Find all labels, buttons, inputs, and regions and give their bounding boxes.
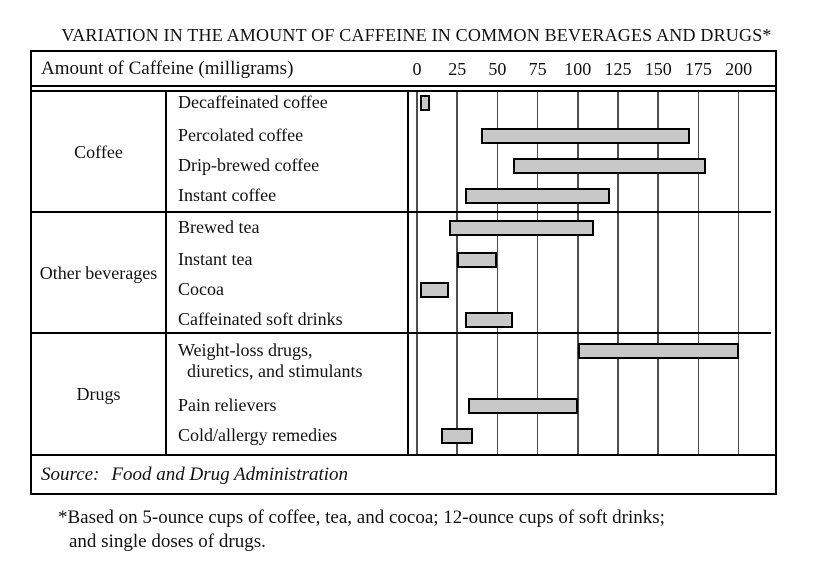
category-sections: Coffee Decaffeinated coffee Percolated cof… [32, 92, 771, 454]
section-other-beverages: Other beverages Brewed tea Instant tea Coco… [32, 213, 771, 334]
group-label: Other beverages [32, 213, 167, 332]
item-labels-cell: Brewed tea Instant tea Cocoa Caffeinated so… [167, 213, 409, 332]
source-row: Source: Food and Drug Administration [32, 456, 775, 493]
footnote-line-1: *Based on 5-ounce cups of coffee, tea, a… [58, 507, 665, 528]
range-bar [468, 398, 578, 414]
x-tick-175: 175 [684, 59, 712, 79]
x-tick-200: 200 [725, 59, 753, 79]
range-bar [481, 128, 691, 144]
bars-cell [409, 92, 771, 211]
source-text: Food and Drug Administration [111, 463, 349, 485]
footnote-line-2: and single doses of drugs. [69, 531, 266, 552]
gridline-125 [617, 92, 619, 454]
gridline-150 [657, 92, 659, 454]
x-tick-125: 125 [604, 59, 632, 79]
range-bar [449, 220, 594, 236]
group-label: Drugs [32, 334, 167, 454]
bars-cell [409, 213, 771, 332]
section-coffee: Coffee Decaffeinated coffee Percolated cof… [32, 92, 771, 213]
x-axis-label: Amount of Caffeine (milligrams) [41, 58, 294, 79]
item-label: Caffeinated soft drinks [178, 309, 343, 329]
item-label: Cocoa [178, 279, 224, 299]
gridline-0 [416, 92, 418, 454]
item-label: Instant tea [178, 249, 253, 269]
item-label: Decaffeinated coffee [178, 92, 328, 112]
caffeine-range-table: Amount of Caffeine (milligrams) 0 25 50 75 1… [30, 50, 777, 495]
item-labels-cell: Decaffeinated coffee Percolated coffee Dri… [167, 92, 409, 211]
gridline-75 [536, 92, 539, 454]
gridline-200 [737, 92, 740, 454]
range-bar [420, 95, 430, 111]
item-label: Cold/allergy remedies [178, 425, 338, 445]
item-label: Drip-brewed coffee [178, 155, 320, 175]
item-label: Pain relievers [178, 395, 277, 415]
range-bar [465, 312, 514, 328]
chart-body: Coffee Decaffeinated coffee Percolated cof… [32, 90, 775, 456]
source-label: Source: [41, 463, 100, 485]
range-bar [457, 252, 498, 268]
x-tick-75: 75 [528, 59, 547, 79]
gridline-100 [577, 92, 579, 454]
bars-cell [409, 334, 771, 454]
gridlines [32, 92, 771, 454]
item-label: Instant coffee [178, 185, 277, 205]
group-label: Coffee [32, 92, 167, 211]
footnote: *Based on 5-ounce cups of coffee, tea, a… [58, 506, 665, 554]
x-tick-50: 50 [488, 59, 507, 79]
item-label: Percolated coffee [178, 125, 304, 145]
range-bar [465, 188, 610, 204]
x-tick-100: 100 [564, 59, 592, 79]
gridline-175 [697, 92, 700, 454]
x-tick-25: 25 [448, 59, 467, 79]
x-tick-150: 150 [644, 59, 672, 79]
range-bar [441, 428, 474, 444]
section-drugs: Drugs Weight-loss drugs, diuretics, and st… [32, 334, 771, 454]
gridline-50 [496, 92, 499, 454]
chart-title: VARIATION IN THE AMOUNT OF CAFFEINE IN C… [61, 25, 772, 45]
item-label: Weight-loss drugs, diuretics, and stimula… [178, 340, 363, 381]
item-label: Brewed tea [178, 217, 260, 237]
range-bar [420, 282, 450, 298]
item-labels-cell: Weight-loss drugs, diuretics, and stimula… [167, 334, 409, 454]
range-bar [577, 343, 739, 359]
range-bar [513, 158, 707, 174]
gridline-25 [456, 92, 458, 454]
axis-header-row: Amount of Caffeine (milligrams) 0 25 50 75 1… [32, 52, 775, 87]
x-tick-0: 0 [412, 59, 422, 79]
